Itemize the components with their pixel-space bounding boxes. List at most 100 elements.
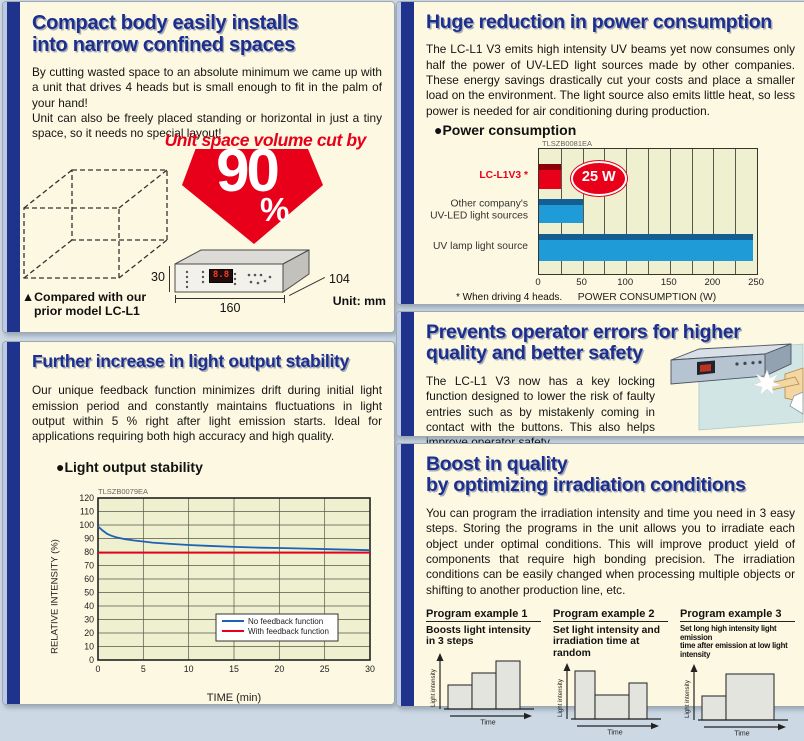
example-title: Program example 3 (680, 608, 795, 622)
panel-operator-safety: Prevents operator errors for higher qual… (396, 311, 804, 449)
power-bar-label: LC-L1V3 * (479, 169, 528, 181)
example-subtitle: Set long high intensity light emission t… (680, 623, 788, 659)
title-line: quality and better safety (426, 342, 643, 365)
svg-text:Light intensity: Light intensity (430, 668, 437, 707)
svg-text:10: 10 (184, 664, 194, 674)
chart-id: TLSZB0079EA (98, 486, 149, 496)
power-chart-labels: LC-L1V3 * Other company's UV-LED light sou… (426, 148, 532, 273)
example-chart-svg: Light intensity Time (557, 663, 661, 737)
example-subtitle: Boosts light intensity in 3 steps (426, 624, 531, 648)
chart-heading: ●Power consumption (434, 122, 577, 139)
panel-light-stability: Further increase in light output stabili… (2, 341, 395, 705)
title-line: into narrow confined spaces (32, 34, 296, 56)
svg-text:0: 0 (96, 664, 101, 674)
title-line: Prevents operator errors for higher (426, 321, 741, 343)
space-cut-callout: Unit space volume cut by (164, 130, 367, 150)
svg-text:5: 5 (141, 664, 146, 674)
y-axis-label: RELATIVE INTENSITY (%) (49, 538, 61, 654)
power-value-badge: 25 W (570, 161, 627, 197)
device-lcd-display: 8.8 (209, 269, 233, 283)
program-examples: Program example 1 Boosts light intensity… (426, 608, 795, 741)
svg-text:40: 40 (84, 601, 94, 611)
unit-label: Unit: mm (332, 294, 386, 308)
dimension-height: 30 (151, 270, 165, 284)
dimension-line (175, 295, 285, 303)
svg-text:Time: Time (607, 730, 622, 736)
power-bar-label: Other company's UV-LED light sources (430, 198, 528, 222)
power-bar (539, 234, 753, 262)
paragraph: By cutting wasted space to an absolute m… (32, 65, 382, 110)
key-lock-illustration (670, 343, 804, 431)
paragraph: Unit can also be freely placed standing … (32, 110, 382, 141)
example-subtitle: Set light intensity and irradiation time… (553, 624, 660, 659)
power-chart-xticks: 0 50 100 150 200 250 (535, 277, 764, 289)
x-tick: 200 (704, 277, 721, 289)
cube-caption: ▲Compared with our prior model LC-L1 (22, 290, 146, 318)
panel-title: Compact body easily installs into narrow… (32, 12, 382, 56)
dimension-depth: 104 (329, 272, 350, 286)
title-line: Boost in quality (426, 453, 568, 475)
stability-chart-svg: 0 10 20 30 40 50 60 70 80 90 100 110 120 0 5 10 15 20 25 30… (79, 494, 375, 674)
svg-text:With feedback function: With feedback function (248, 627, 329, 636)
power-bar (539, 164, 561, 190)
panel-title: Huge reduction in power consumption (426, 11, 772, 33)
example-title: Program example 1 (426, 608, 541, 622)
program-example-chart: Light intensity Time (553, 659, 668, 740)
body-text: You can program the irradiation intensit… (426, 505, 795, 597)
x-axis-label: POWER CONSUMPTION (W) (577, 292, 717, 304)
x-tick: 50 (576, 277, 587, 289)
panel-irradiation-quality: Boost in quality by optimizing irradiati… (396, 443, 804, 737)
chart-id: TLSZB0081EA (542, 139, 593, 149)
svg-text:30: 30 (365, 664, 375, 674)
space-cube-diagram (23, 169, 168, 279)
panel-title: Further increase in light output stabili… (32, 351, 350, 371)
panel-accent-stripe (397, 2, 414, 304)
x-tick: 250 (748, 277, 764, 289)
svg-text:Light intensity: Light intensity (684, 679, 691, 718)
svg-text:No feedback function: No feedback function (248, 617, 323, 626)
percent-value: 90 (216, 137, 280, 204)
power-chart-plot: 25 W (538, 148, 758, 276)
power-bar-label: UV lamp light source (433, 240, 528, 252)
caption-line: prior model LC-L1 (34, 304, 140, 319)
svg-text:50: 50 (84, 587, 94, 597)
svg-text:Time: Time (734, 730, 749, 736)
program-example: Program example 2 Set light intensity an… (553, 608, 668, 741)
svg-text:Time: Time (480, 719, 495, 725)
svg-text:120: 120 (79, 494, 94, 503)
body-text: Our unique feedback function minimizes d… (32, 383, 382, 444)
program-example: Program example 1 Boosts light intensity… (426, 608, 541, 741)
x-axis-label: TIME (min) (206, 691, 262, 704)
svg-text:80: 80 (84, 547, 94, 557)
chart-footnote: * When driving 4 heads. (456, 292, 563, 304)
svg-text:Light intensity: Light intensity (557, 679, 564, 718)
body-text: The LC-L1 V3 now has a key locking funct… (426, 373, 655, 449)
panel-accent-stripe (3, 342, 20, 704)
example-chart-svg: Light intensity Time (430, 652, 534, 726)
svg-text:90: 90 (84, 533, 94, 543)
dimension-width: 160 (219, 301, 241, 315)
program-example-chart: Light intensity Time (680, 660, 795, 741)
svg-text:100: 100 (79, 520, 94, 530)
body-text: The LC-L1 V3 emits high intensity UV bea… (426, 42, 795, 118)
svg-text:110: 110 (80, 506, 94, 516)
caption-line: ▲Compared with our (22, 290, 147, 304)
light-output-stability-chart: TLSZB0079EA RELATIVE INTENSITY (%) 0 10 20… (32, 487, 382, 721)
program-example-chart: Light intensity Time (426, 649, 541, 730)
svg-text:60: 60 (84, 574, 94, 584)
controller-device-illustration: 8.8 30 160 104 (145, 248, 370, 326)
panel-title: Prevents operator errors for higher qual… (426, 321, 795, 365)
example-chart-svg: Light intensity Time (684, 663, 788, 737)
svg-text:70: 70 (84, 560, 94, 570)
svg-text:20: 20 (84, 628, 94, 638)
panel-accent-stripe (397, 312, 414, 436)
panel-accent-stripe (3, 2, 20, 332)
svg-text:20: 20 (274, 664, 284, 674)
svg-text:10: 10 (84, 641, 94, 651)
panel-power-consumption: Huge reduction in power consumption The … (396, 1, 804, 305)
svg-text:25: 25 (320, 664, 330, 674)
chart-heading: ●Light output stability (56, 458, 203, 475)
svg-text:30: 30 (84, 614, 94, 624)
svg-text:0: 0 (89, 655, 94, 665)
